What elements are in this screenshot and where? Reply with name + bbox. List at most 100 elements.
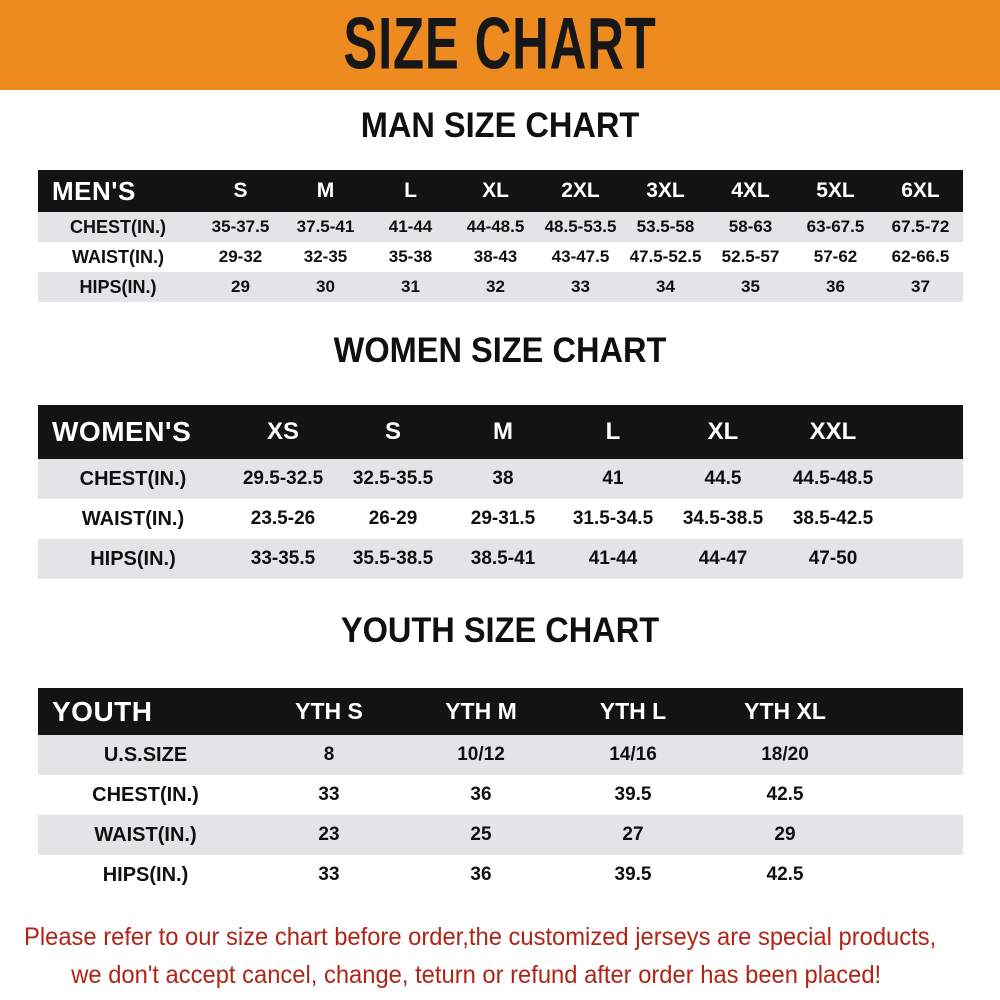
men-size-table: MEN'S S M L XL 2XL 3XL 4XL 5XL 6XL CHEST…	[38, 170, 963, 302]
men-row-label-hips: HIPS(IN.)	[38, 272, 198, 302]
women-hips-xxl: 47-50	[778, 539, 888, 579]
youth-hips-m: 36	[405, 855, 557, 895]
women-col-header-s: S	[338, 405, 448, 459]
women-waist-s: 26-29	[338, 499, 448, 539]
men-chest-2xl: 48.5-53.5	[538, 212, 623, 242]
section-title-man: MAN SIZE CHART	[360, 106, 640, 145]
women-col-header-xl: XL	[668, 405, 778, 459]
men-chest-l: 41-44	[368, 212, 453, 242]
men-row-label-waist: WAIST(IN.)	[38, 242, 198, 272]
women-waist-filler	[888, 499, 963, 539]
youth-col-header-xl: YTH XL	[709, 688, 861, 735]
women-chest-s: 32.5-35.5	[338, 459, 448, 499]
men-col-header-l: L	[368, 170, 453, 212]
table-row: CHEST(IN.) 35-37.5 37.5-41 41-44 44-48.5…	[38, 212, 963, 242]
men-chest-5xl: 63-67.5	[793, 212, 878, 242]
youth-col-header-s: YTH S	[253, 688, 405, 735]
youth-ussize-m: 10/12	[405, 735, 557, 775]
women-col-header-l: L	[558, 405, 668, 459]
women-row-label-waist: WAIST(IN.)	[38, 499, 228, 539]
women-hips-xs: 33-35.5	[228, 539, 338, 579]
table-row: HIPS(IN.) 33-35.5 35.5-38.5 38.5-41 41-4…	[38, 539, 963, 579]
youth-hips-s: 33	[253, 855, 405, 895]
men-chest-4xl: 58-63	[708, 212, 793, 242]
women-hips-l: 41-44	[558, 539, 668, 579]
youth-waist-l: 27	[557, 815, 709, 855]
youth-waist-m: 25	[405, 815, 557, 855]
men-chest-6xl: 67.5-72	[878, 212, 963, 242]
page-header-banner: SIZE CHART	[0, 0, 1000, 90]
men-waist-2xl: 43-47.5	[538, 242, 623, 272]
men-hips-l: 31	[368, 272, 453, 302]
men-col-header-3xl: 3XL	[623, 170, 708, 212]
men-waist-l: 35-38	[368, 242, 453, 272]
women-corner-label: WOMEN'S	[38, 405, 228, 459]
section-title-women: WOMEN SIZE CHART	[333, 331, 667, 370]
women-row-label-chest: CHEST(IN.)	[38, 459, 228, 499]
table-row: HIPS(IN.) 33 36 39.5 42.5	[38, 855, 963, 895]
footer-line-1: Please refer to our size chart before or…	[24, 923, 937, 951]
women-col-header-m: M	[448, 405, 558, 459]
men-chest-s: 35-37.5	[198, 212, 283, 242]
men-col-header-2xl: 2XL	[538, 170, 623, 212]
footer-line-2: we don't accept cancel, change, teturn o…	[71, 961, 882, 989]
women-chest-m: 38	[448, 459, 558, 499]
women-waist-xl: 34.5-38.5	[668, 499, 778, 539]
youth-waist-s: 23	[253, 815, 405, 855]
youth-chest-l: 39.5	[557, 775, 709, 815]
men-waist-4xl: 52.5-57	[708, 242, 793, 272]
youth-table-header-row: YOUTH YTH S YTH M YTH L YTH XL	[38, 688, 963, 735]
youth-hips-l: 39.5	[557, 855, 709, 895]
women-chest-l: 41	[558, 459, 668, 499]
table-row: CHEST(IN.) 29.5-32.5 32.5-35.5 38 41 44.…	[38, 459, 963, 499]
youth-col-header-l: YTH L	[557, 688, 709, 735]
women-hips-s: 35.5-38.5	[338, 539, 448, 579]
youth-row-label-ussize: U.S.SIZE	[38, 735, 253, 775]
men-waist-m: 32-35	[283, 242, 368, 272]
youth-waist-filler	[861, 815, 963, 855]
men-waist-s: 29-32	[198, 242, 283, 272]
women-chest-xs: 29.5-32.5	[228, 459, 338, 499]
youth-size-table: YOUTH YTH S YTH M YTH L YTH XL U.S.SIZE …	[38, 688, 963, 895]
men-hips-6xl: 37	[878, 272, 963, 302]
men-row-label-chest: CHEST(IN.)	[38, 212, 198, 242]
youth-chest-m: 36	[405, 775, 557, 815]
youth-ussize-xl: 18/20	[709, 735, 861, 775]
men-col-header-s: S	[198, 170, 283, 212]
table-row: WAIST(IN.) 23.5-26 26-29 29-31.5 31.5-34…	[38, 499, 963, 539]
men-chest-m: 37.5-41	[283, 212, 368, 242]
men-chest-xl: 44-48.5	[453, 212, 538, 242]
table-row: U.S.SIZE 8 10/12 14/16 18/20	[38, 735, 963, 775]
men-col-header-xl: XL	[453, 170, 538, 212]
men-corner-label: MEN'S	[38, 170, 198, 212]
women-row-label-hips: HIPS(IN.)	[38, 539, 228, 579]
youth-hips-filler	[861, 855, 963, 895]
women-chest-xxl: 44.5-48.5	[778, 459, 888, 499]
youth-hips-xl: 42.5	[709, 855, 861, 895]
youth-row-label-hips: HIPS(IN.)	[38, 855, 253, 895]
youth-chest-filler	[861, 775, 963, 815]
table-row: WAIST(IN.) 29-32 32-35 35-38 38-43 43-47…	[38, 242, 963, 272]
youth-row-label-waist: WAIST(IN.)	[38, 815, 253, 855]
women-chest-filler	[888, 459, 963, 499]
women-waist-xxl: 38.5-42.5	[778, 499, 888, 539]
footer-disclaimer: Please refer to our size chart before or…	[24, 918, 937, 994]
women-col-header-xxl: XXL	[778, 405, 888, 459]
women-waist-l: 31.5-34.5	[558, 499, 668, 539]
youth-chest-xl: 42.5	[709, 775, 861, 815]
women-hips-filler	[888, 539, 963, 579]
men-hips-4xl: 35	[708, 272, 793, 302]
men-col-header-m: M	[283, 170, 368, 212]
youth-chest-s: 33	[253, 775, 405, 815]
men-waist-3xl: 47.5-52.5	[623, 242, 708, 272]
men-waist-5xl: 57-62	[793, 242, 878, 272]
women-chest-xl: 44.5	[668, 459, 778, 499]
men-waist-6xl: 62-66.5	[878, 242, 963, 272]
women-waist-m: 29-31.5	[448, 499, 558, 539]
men-hips-2xl: 33	[538, 272, 623, 302]
men-hips-5xl: 36	[793, 272, 878, 302]
youth-row-label-chest: CHEST(IN.)	[38, 775, 253, 815]
women-header-filler	[888, 405, 963, 459]
men-chest-3xl: 53.5-58	[623, 212, 708, 242]
